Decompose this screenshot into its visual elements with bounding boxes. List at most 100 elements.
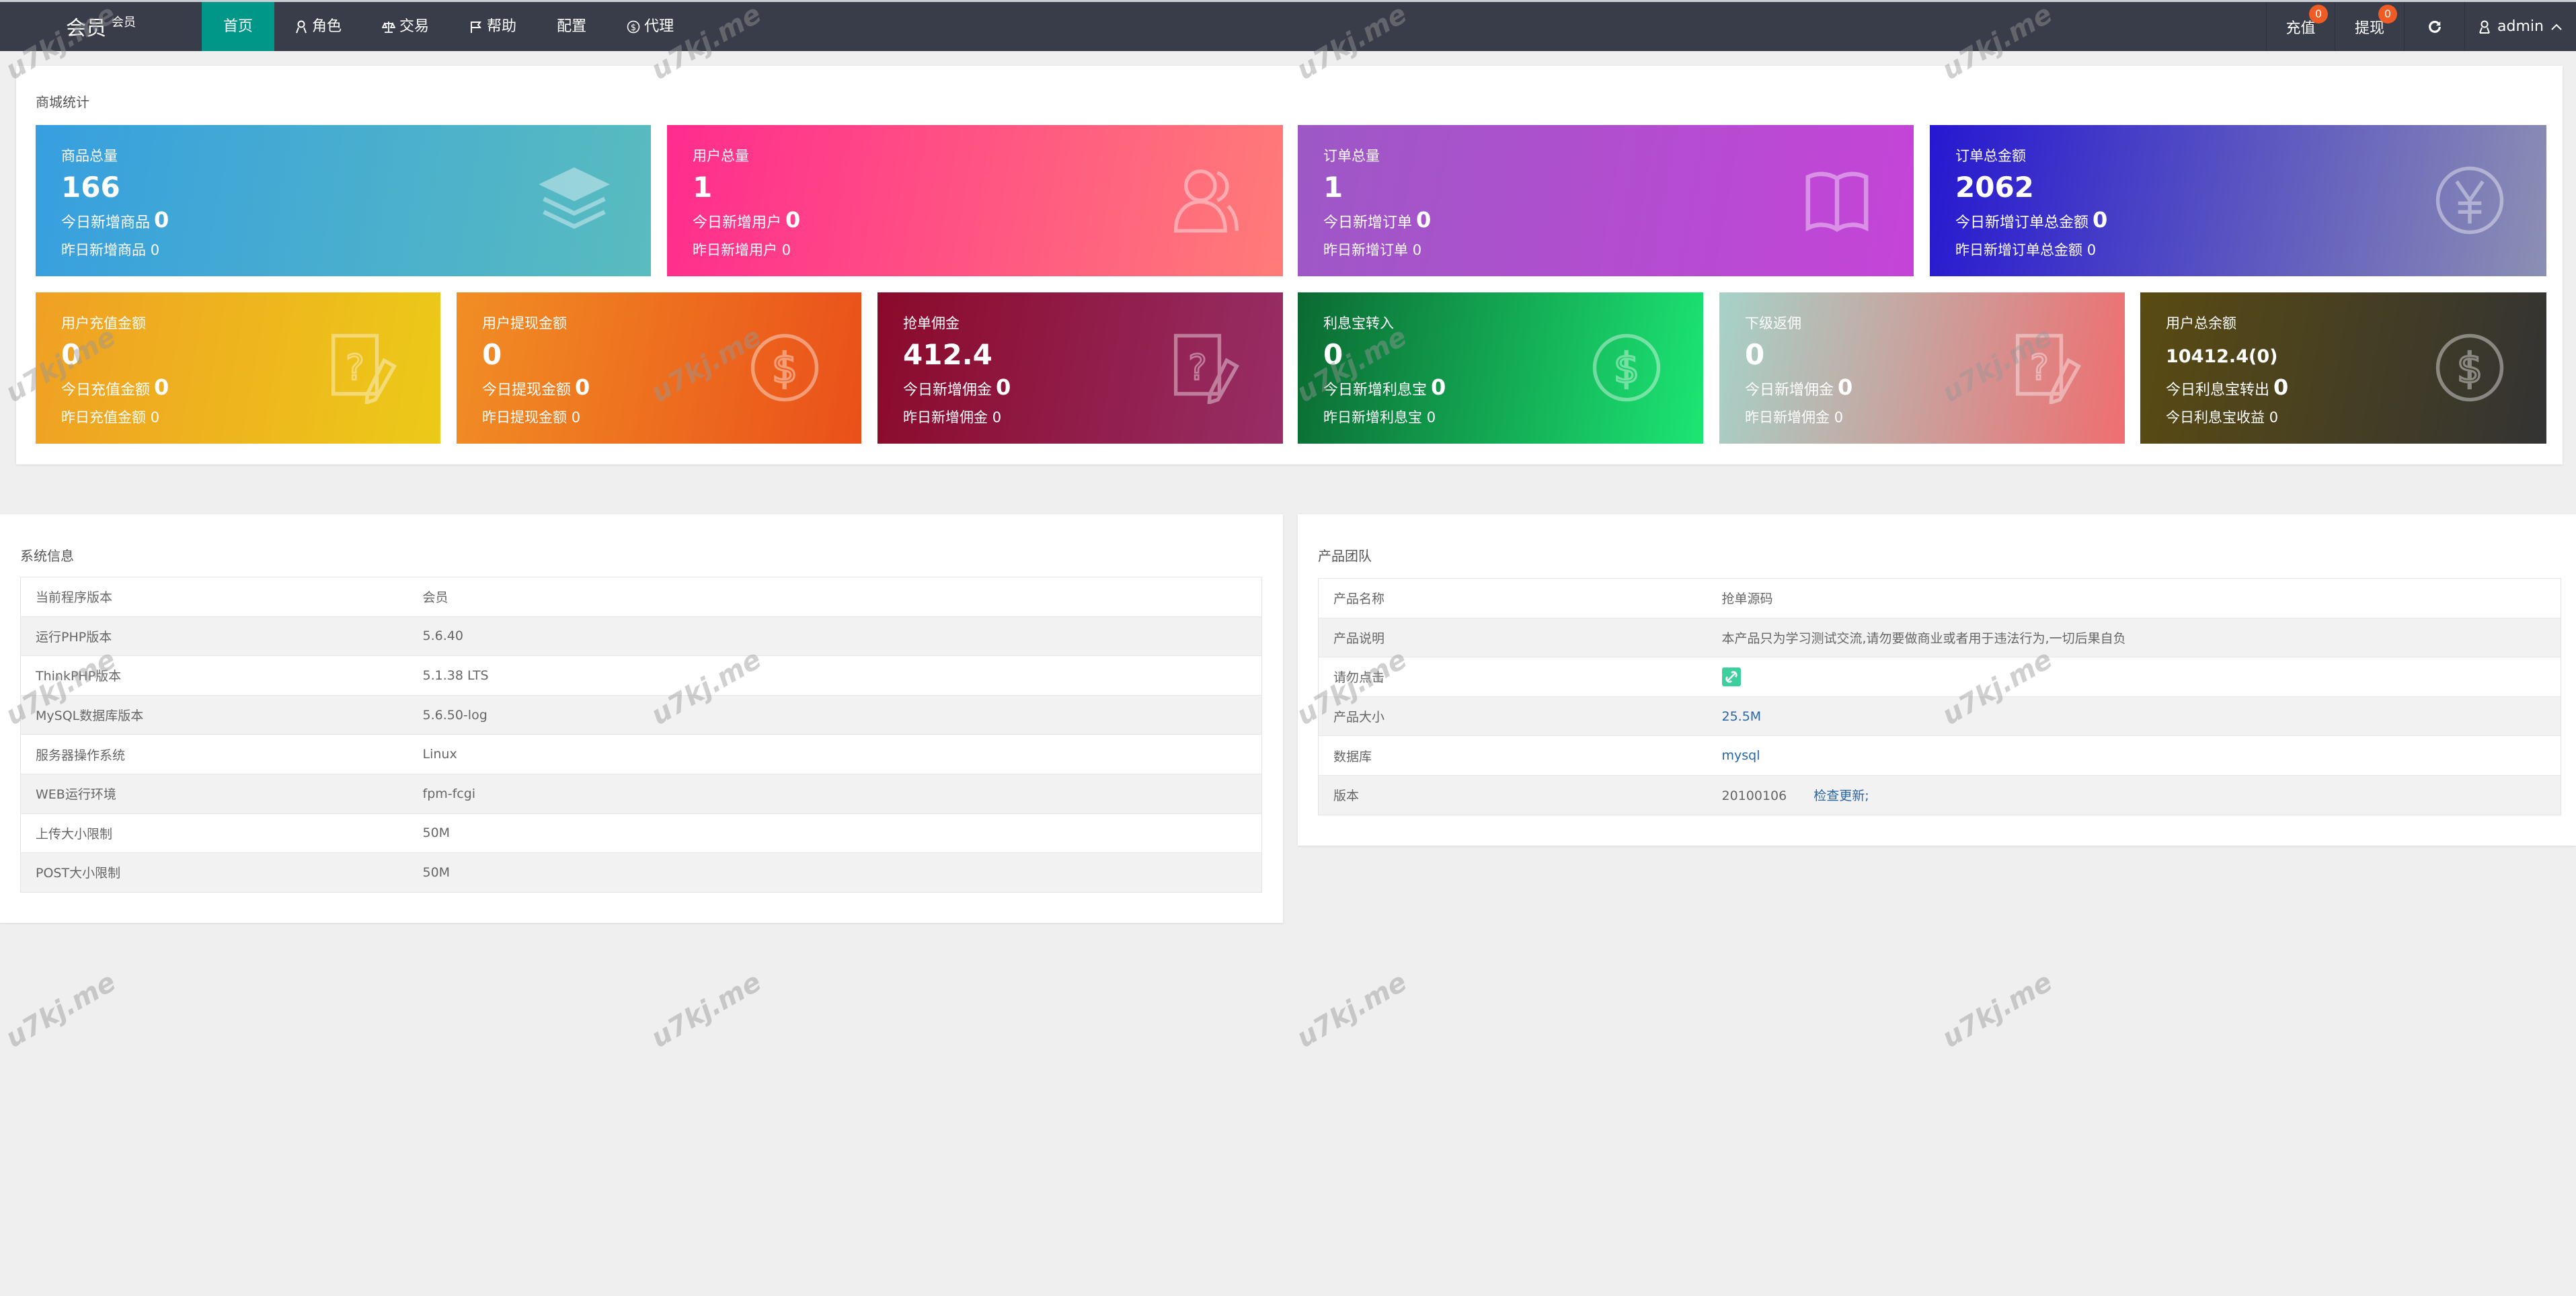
row-value: 会员 <box>407 577 1262 617</box>
stat-card-yesterday: 昨日新增佣金 0 <box>903 409 1002 426</box>
table-row: MySQL数据库版本 5.6.50-log <box>20 694 1262 735</box>
nav-item-0[interactable]: 首页 <box>202 2 275 51</box>
stat-card-value: 1 <box>1323 171 1343 204</box>
product-team-table: 产品名称 抢单源码 产品说明 本产品只为学习测试交流,请勿要做商业或者用于违法行为,一… <box>1318 578 2561 815</box>
svg-text:$: $ <box>2457 346 2483 393</box>
svg-text:$: $ <box>772 346 797 393</box>
dollar-icon: $ <box>2433 331 2506 404</box>
row-label: 产品说明 <box>1318 617 1707 657</box>
stat-card-yesterday: 今日利息宝收益 0 <box>2166 409 2279 426</box>
top-navbar: 会员 会员 首页 角色 交易 帮助 配置 $ 代理 充值 0 提现 0 admin <box>0 0 2576 51</box>
recharge-badge: 0 <box>2309 5 2328 24</box>
nav-item-2[interactable]: 交易 <box>362 2 449 51</box>
system-info-panel: 系统信息 当前程序版本 会员 运行PHP版本 5.6.40 ThinkPHP版本 5.1.… <box>0 514 1283 923</box>
row-label: 请勿点击 <box>1318 657 1707 697</box>
row-label: 服务器操作系统 <box>20 734 408 774</box>
refresh-icon <box>2428 20 2441 33</box>
stat-card[interactable]: 订单总量 1 今日新增订单 0 昨日新增订单 0 <box>1298 125 1914 276</box>
stat-card[interactable]: 抢单佣金 412.4 今日新增佣金 0 昨日新增佣金 0 ? <box>877 292 1283 444</box>
stat-card[interactable]: 下级返佣 0 今日新增佣金 0 昨日新增佣金 0 ? <box>1719 292 2125 444</box>
row-value: 抢单源码 <box>1721 592 1773 607</box>
flag-icon <box>469 20 483 34</box>
stat-card-today: 今日充值金额 0 <box>61 374 169 400</box>
row-label: 当前程序版本 <box>20 577 408 617</box>
row-value: 本产品只为学习测试交流,请勿要做商业或者用于违法行为,一切后果自负 <box>1721 631 2126 646</box>
nav-item-1[interactable]: 角色 <box>274 2 362 51</box>
withdraw-badge: 0 <box>2378 5 2397 24</box>
row-label: 版本 <box>1318 774 1707 815</box>
user-menu[interactable]: admin <box>2464 2 2576 51</box>
row-value: 50M <box>407 852 1262 893</box>
username: admin <box>2497 18 2544 35</box>
stat-card-title: 订单总金额 <box>1955 148 2026 164</box>
row-label: ThinkPHP版本 <box>20 655 408 696</box>
svg-text:?: ? <box>1188 348 1207 388</box>
question-icon: ? <box>2012 331 2084 405</box>
link-icon[interactable] <box>1721 667 1741 686</box>
stat-card-value: 10412.4(0) <box>2166 346 2278 367</box>
recharge-button[interactable]: 充值 0 <box>2266 2 2335 51</box>
stat-card-yesterday: 昨日新增订单总金额 0 <box>1955 242 2097 258</box>
stat-card[interactable]: 商品总量 166 今日新增商品 0 昨日新增商品 0 <box>36 125 651 276</box>
stat-card-today: 今日新增商品 0 <box>61 207 169 233</box>
watermark: u7kj.me <box>0 966 122 1055</box>
book-icon <box>1801 164 1873 237</box>
table-row: 运行PHP版本 5.6.40 <box>20 616 1262 656</box>
stat-card-today: 今日新增订单总金额 0 <box>1955 207 2108 233</box>
stat-card[interactable]: 用户总余额 10412.4(0) 今日利息宝转出 0 今日利息宝收益 0 $ <box>2140 292 2546 444</box>
stat-card-value: 2062 <box>1955 171 2034 204</box>
stat-card[interactable]: 用户充值金额 0 今日充值金额 0 昨日充值金额 0 ? <box>36 292 440 444</box>
row-label: 上传大小限制 <box>20 813 408 853</box>
logo[interactable]: 会员 会员 <box>66 15 136 40</box>
stat-card-today: 今日新增订单 0 <box>1323 207 1432 233</box>
refresh-button[interactable] <box>2404 2 2464 51</box>
nav-item-3[interactable]: 帮助 <box>449 2 537 51</box>
stat-card[interactable]: 用户提现金额 0 今日提现金额 0 昨日提现金额 0 $ <box>457 292 861 444</box>
watermark: u7kj.me <box>646 966 767 1055</box>
stat-card-title: 利息宝转入 <box>1323 315 1394 331</box>
stats-title: 商城统计 <box>36 94 89 110</box>
row-value: 50M <box>407 813 1262 853</box>
table-row: WEB运行环境 fpm-fcgi <box>20 773 1262 814</box>
stat-card-title: 商品总量 <box>61 148 118 164</box>
stat-card-value: 1 <box>693 171 713 204</box>
stat-card-yesterday: 昨日新增订单 0 <box>1323 242 1422 258</box>
nav-item-5[interactable]: $ 代理 <box>607 2 694 51</box>
stat-card-today: 今日新增用户 0 <box>693 207 801 233</box>
watermark: u7kj.me <box>1937 966 2058 1055</box>
row-label: 数据库 <box>1318 735 1707 776</box>
stat-card-value: 166 <box>61 171 120 204</box>
row-label: POST大小限制 <box>20 852 408 893</box>
table-row: 产品大小 25.5M <box>1318 696 2561 736</box>
stat-card[interactable]: 利息宝转入 0 今日新增利息宝 0 昨日新增利息宝 0 $ <box>1298 292 1703 444</box>
dollar-circle-icon: $ <box>627 20 640 34</box>
stat-card-title: 抢单佣金 <box>903 315 960 331</box>
table-row: 上传大小限制 50M <box>20 813 1262 853</box>
stat-card-title: 用户充值金额 <box>61 315 146 331</box>
table-row: 请勿点击 <box>1318 657 2561 697</box>
stat-card[interactable]: 用户总量 1 今日新增用户 0 昨日新增用户 0 <box>667 125 1283 276</box>
scale-icon <box>382 20 396 34</box>
system-info-title: 系统信息 <box>20 548 74 564</box>
svg-text:$: $ <box>1614 346 1639 393</box>
svg-text:?: ? <box>346 348 364 388</box>
svg-text:?: ? <box>2030 348 2049 388</box>
stat-card[interactable]: 订单总金额 2062 今日新增订单总金额 0 昨日新增订单总金额 0 <box>1930 125 2546 276</box>
product-team-panel: 产品团队 产品名称 抢单源码 产品说明 本产品只为学习测试交流,请勿要做商业或者用于违… <box>1298 514 2576 846</box>
check-update-link[interactable]: 检查更新; <box>1813 788 1869 804</box>
row-link[interactable]: mysql <box>1721 748 1760 764</box>
stat-card-title: 下级返佣 <box>1745 315 1801 331</box>
stat-card-value: 0 <box>482 338 502 371</box>
row-value: fpm-fcgi <box>407 773 1262 814</box>
table-row: 版本 20100106 检查更新; <box>1318 774 2561 815</box>
row-value: 5.6.50-log <box>407 694 1262 735</box>
stat-card-value: 0 <box>61 338 81 371</box>
row-label: WEB运行环境 <box>20 773 408 814</box>
row-link[interactable]: 25.5M <box>1721 708 1762 724</box>
nav-item-4[interactable]: 配置 <box>557 18 587 35</box>
yen-icon <box>2433 164 2506 237</box>
dollar-icon: $ <box>1590 331 1663 404</box>
dollar-icon: $ <box>748 331 821 404</box>
stat-card-today: 今日新增佣金 0 <box>903 374 1011 400</box>
withdraw-button[interactable]: 提现 0 <box>2335 2 2404 51</box>
